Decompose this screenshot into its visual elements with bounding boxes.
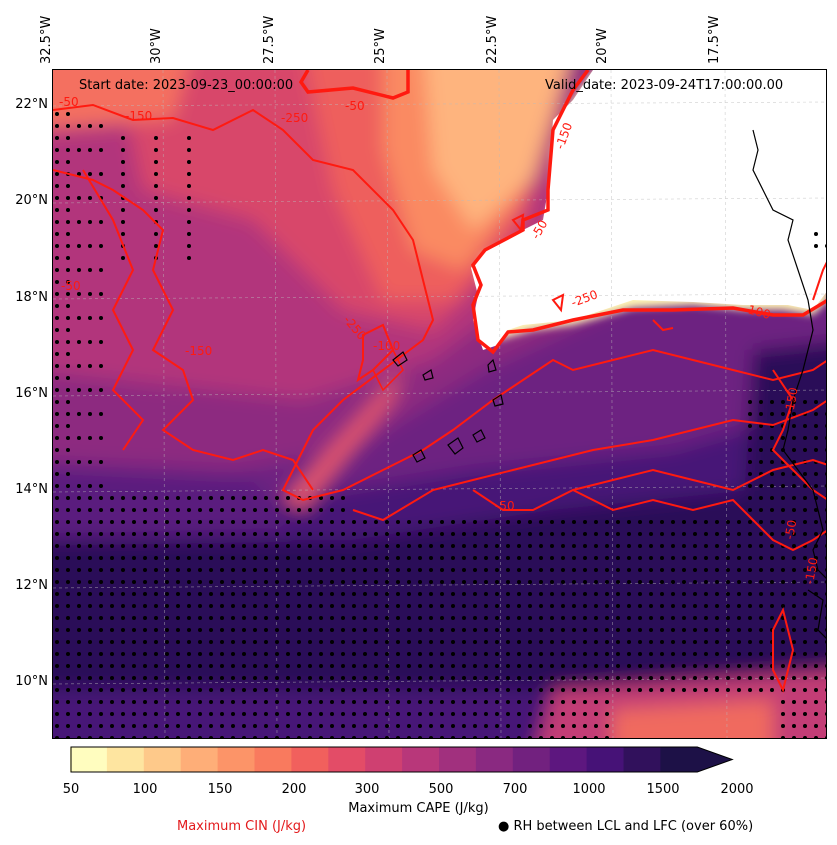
colorbar-tick: 200 bbox=[281, 782, 307, 797]
lon-text: 20°W bbox=[595, 28, 610, 64]
colorbar-tick: 1500 bbox=[646, 782, 680, 797]
cape-field bbox=[53, 70, 826, 738]
colorbar-swatch bbox=[549, 747, 588, 772]
map-panel: -50 -150 -250 -50 -150 -150 -50 -250 -10… bbox=[52, 69, 827, 739]
colorbar-swatch bbox=[291, 747, 329, 772]
colorbar-swatch bbox=[512, 747, 551, 772]
lon-text: 22.5°W bbox=[485, 15, 500, 64]
contour-label: -250 bbox=[281, 111, 308, 125]
colorbar-swatch bbox=[660, 747, 733, 772]
colorbar-swatch bbox=[623, 747, 661, 772]
colorbar-swatch bbox=[217, 747, 255, 772]
cape-colorbar bbox=[70, 746, 734, 773]
colorbar-tick: 1000 bbox=[572, 782, 606, 797]
rh-legend-label: ● RH between LCL and LFC (over 60%) bbox=[498, 819, 754, 834]
lat-label-14n: 14°N bbox=[15, 482, 48, 497]
colorbar-swatch bbox=[143, 747, 182, 772]
colorbar-tick: 700 bbox=[502, 782, 528, 797]
colorbar-swatch bbox=[106, 747, 145, 772]
colorbar-tick: 300 bbox=[354, 782, 380, 797]
colorbar-swatch bbox=[586, 747, 624, 772]
contour-label: -50 bbox=[495, 499, 515, 513]
lon-label-17-5w: 17.5°W bbox=[707, 4, 738, 64]
contour-label: -50 bbox=[345, 99, 365, 113]
colorbar-swatch bbox=[180, 747, 219, 772]
lon-label-32-5w: 32.5°W bbox=[39, 4, 70, 64]
lon-text: 17.5°W bbox=[707, 15, 722, 64]
valid-date: Valid_date: 2023-09-24T17:00:00.00 bbox=[545, 78, 784, 93]
contour-labels: -50 -150 -250 -50 -150 -150 -50 -250 -10… bbox=[59, 95, 821, 586]
colorbar-swatch bbox=[254, 747, 292, 772]
colorbar-swatch bbox=[402, 747, 440, 772]
no-data-region bbox=[308, 70, 826, 350]
colorbar-tick: 2000 bbox=[720, 782, 754, 797]
contour-label: -150 bbox=[782, 386, 801, 415]
rh-stippling bbox=[55, 112, 826, 738]
colorbar-swatch bbox=[328, 747, 366, 772]
lat-label-16n: 16°N bbox=[15, 386, 48, 401]
lat-label-20n: 20°N bbox=[15, 193, 48, 208]
lat-label-18n: 18°N bbox=[15, 290, 48, 305]
contour-label: -150 bbox=[185, 344, 212, 358]
lon-label-27-5w: 27.5°W bbox=[262, 4, 293, 64]
start-date: Start date: 2023-09-23_00:00:00 bbox=[79, 78, 294, 93]
contour-label: -100 bbox=[373, 339, 400, 353]
contour-label: -50 bbox=[61, 279, 81, 293]
colorbar-tick: 100 bbox=[132, 782, 158, 797]
lon-label-22-5w: 22.5°W bbox=[485, 4, 516, 64]
colorbar-tick: 50 bbox=[62, 782, 80, 797]
lat-label-10n: 10°N bbox=[15, 674, 48, 689]
contour-label: -150 bbox=[125, 109, 152, 123]
lon-label-20w: 20°W bbox=[595, 4, 626, 64]
lon-text: 32.5°W bbox=[39, 15, 54, 64]
lon-label-25w: 25°W bbox=[373, 4, 404, 64]
colorbar-swatch bbox=[439, 747, 477, 772]
contour-label: -50 bbox=[782, 519, 799, 541]
lon-text: 30°W bbox=[149, 28, 164, 64]
lon-text: 27.5°W bbox=[262, 15, 277, 64]
lat-label-22n: 22°N bbox=[15, 97, 48, 112]
lon-text: 25°W bbox=[373, 28, 388, 64]
lat-label-12n: 12°N bbox=[15, 578, 48, 593]
colorbar-outline bbox=[70, 746, 734, 773]
colorbar-tick: 500 bbox=[428, 782, 454, 797]
contour-label: -50 bbox=[59, 95, 79, 109]
colorbar-swatch bbox=[475, 747, 514, 772]
colorbar-swatch bbox=[70, 747, 108, 772]
lon-label-30w: 30°W bbox=[149, 4, 180, 64]
colorbar-title: Maximum CAPE (J/kg) bbox=[348, 801, 489, 816]
contour-label: -100 bbox=[742, 301, 772, 322]
colorbar-swatch bbox=[365, 747, 403, 772]
cin-legend-label: Maximum CIN (J/kg) bbox=[177, 819, 307, 834]
cape-cin-map: -50 -150 -250 -50 -150 -150 -50 -250 -10… bbox=[53, 70, 826, 738]
contour-label: -150 bbox=[802, 556, 821, 585]
colorbar-tick: 150 bbox=[207, 782, 233, 797]
coastline bbox=[392, 129, 826, 639]
